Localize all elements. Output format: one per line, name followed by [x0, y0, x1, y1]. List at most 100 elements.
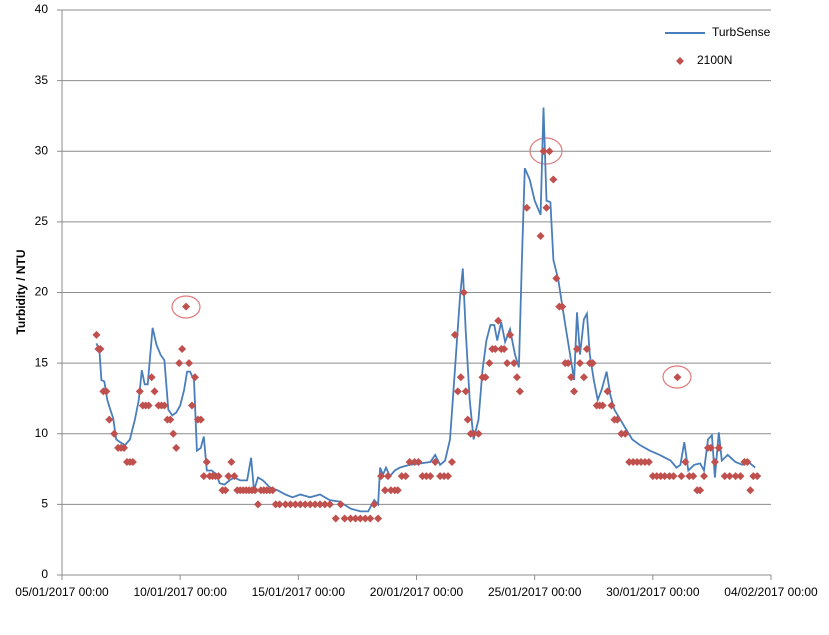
data-point: [542, 203, 551, 212]
data-point: [393, 486, 402, 495]
data-point: [370, 500, 379, 509]
x-tick-label: 05/01/2017 00:00: [15, 585, 109, 599]
data-point: [199, 472, 208, 481]
x-tick-label: 04/02/2017 00:00: [724, 585, 818, 599]
data-point: [431, 458, 440, 466]
data-point: [461, 387, 470, 396]
data-point: [128, 458, 137, 466]
data-point: [621, 429, 630, 438]
data-point: [552, 274, 561, 283]
data-point: [714, 443, 723, 452]
data-point: [474, 429, 483, 438]
data-point: [677, 472, 686, 481]
data-point: [696, 486, 705, 495]
y-tick-label: 20: [35, 285, 49, 299]
x-tick-label: 25/01/2017 00:00: [488, 585, 582, 599]
data-point: [380, 486, 389, 495]
x-tick-label: 30/01/2017 00:00: [606, 585, 700, 599]
data-point: [135, 387, 144, 396]
data-point: [361, 514, 370, 523]
data-point: [187, 401, 196, 410]
data-point: [346, 514, 355, 523]
data-point: [172, 443, 181, 452]
data-point: [306, 500, 315, 509]
data-point: [522, 203, 531, 212]
data-point: [463, 415, 472, 424]
data-point: [147, 373, 156, 382]
data-point: [160, 401, 169, 410]
data-point: [102, 387, 111, 396]
data-point: [567, 373, 576, 382]
data-point: [190, 373, 199, 382]
x-tick-label: 10/01/2017 00:00: [133, 585, 227, 599]
y-tick-label: 30: [35, 143, 49, 157]
data-point: [374, 514, 383, 523]
data-point: [681, 458, 690, 466]
data-point: [291, 500, 300, 509]
data-point: [503, 359, 512, 368]
data-point: [224, 472, 233, 481]
data-line: [95, 107, 756, 513]
highlight-circle: [662, 365, 692, 389]
data-point: [545, 147, 554, 156]
y-tick-label: 10: [35, 426, 49, 440]
data-point: [185, 359, 194, 368]
data-point: [227, 458, 236, 466]
data-point: [175, 359, 184, 368]
data-point: [340, 514, 349, 523]
data-point: [731, 472, 740, 481]
data-point: [700, 472, 709, 481]
data-point: [485, 359, 494, 368]
data-point: [536, 232, 545, 240]
data-point: [515, 387, 524, 396]
data-point: [720, 472, 729, 481]
data-point: [447, 458, 456, 466]
data-point: [689, 472, 698, 481]
data-point: [582, 345, 591, 353]
data-point: [301, 500, 310, 509]
data-point: [512, 373, 521, 382]
data-point: [286, 500, 295, 509]
data-point: [588, 359, 597, 368]
data-point: [202, 458, 211, 466]
data-point: [92, 330, 101, 339]
data-point: [366, 514, 375, 523]
data-point: [494, 316, 503, 325]
data-point: [575, 359, 584, 368]
data-point: [221, 486, 230, 495]
data-point: [603, 387, 612, 396]
data-point: [613, 415, 622, 424]
x-tick-label: 15/01/2017 00:00: [252, 585, 346, 599]
data-point: [150, 387, 159, 396]
legend-label: 2100N: [697, 53, 732, 67]
data-point: [500, 345, 509, 353]
legend-label: TurbSense: [712, 25, 771, 39]
data-point: [450, 330, 459, 339]
data-point: [178, 345, 187, 353]
x-tick-label: 20/01/2017 00:00: [370, 585, 464, 599]
data-point: [444, 472, 453, 481]
data-point: [253, 500, 262, 509]
data-point: [456, 373, 465, 382]
data-point: [579, 373, 588, 382]
data-point: [539, 147, 548, 156]
data-point: [320, 500, 329, 509]
data-point: [214, 472, 223, 481]
data-point: [725, 472, 734, 481]
data-point: [564, 359, 573, 368]
data-point: [706, 443, 715, 452]
data-point: [570, 387, 579, 396]
data-point: [469, 429, 478, 438]
data-point: [549, 175, 558, 184]
data-point: [325, 500, 334, 509]
data-point: [110, 429, 119, 438]
data-point: [481, 373, 490, 382]
data-point: [182, 302, 191, 311]
data-point: [383, 472, 392, 481]
data-point: [669, 472, 678, 481]
data-point: [96, 345, 105, 353]
highlight-circles: [171, 137, 692, 389]
data-point: [506, 330, 515, 339]
legend-marker: [676, 57, 684, 65]
data-point: [336, 500, 345, 509]
